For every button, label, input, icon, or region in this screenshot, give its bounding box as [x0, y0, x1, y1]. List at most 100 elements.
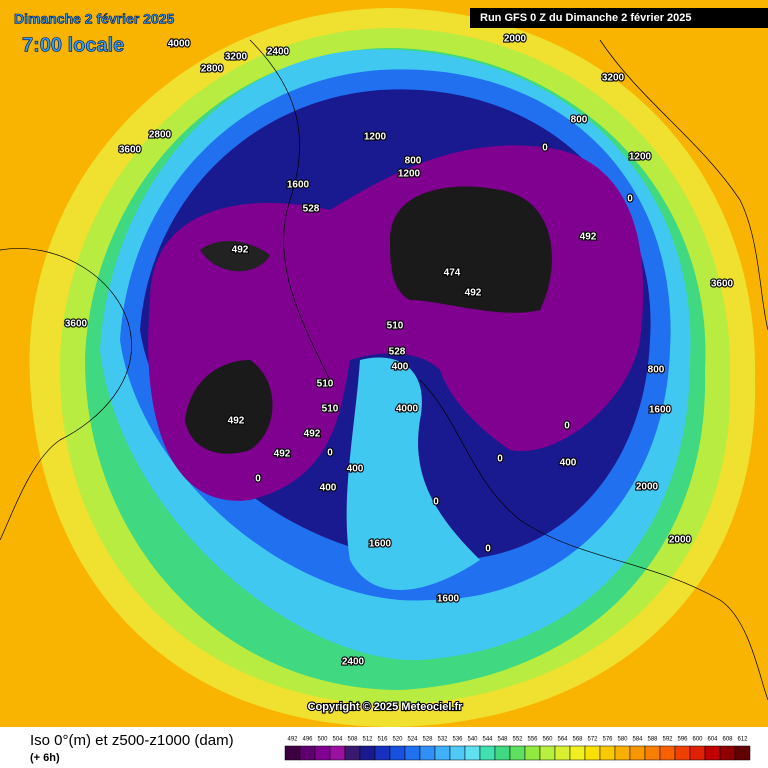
contour-label: 4000 [168, 39, 191, 50]
contour-label: 492 [232, 245, 249, 256]
scale-label: 544 [482, 737, 493, 743]
footer-step: (+ 6h) [30, 752, 60, 764]
scale-label: 504 [332, 737, 343, 743]
scale-swatch [284, 745, 301, 761]
contour-label: 1200 [364, 132, 387, 143]
contour-labels: 474 492 492 492 492 492 492 510 510 510 528 528 0 0 0 0… [64, 33, 735, 669]
scale-swatch [704, 745, 721, 761]
scale-label: 552 [512, 737, 523, 743]
scale-swatch [299, 745, 316, 761]
contour-label: 3200 [602, 73, 625, 84]
scale-label: 508 [347, 737, 358, 743]
scale-label: 512 [362, 737, 373, 743]
contour-label: 0 [497, 454, 503, 465]
scale-swatch [554, 745, 571, 761]
contour-label: 492 [274, 449, 291, 460]
scale-label: 524 [407, 737, 418, 743]
scale-swatch [389, 745, 406, 761]
contour-label: 2800 [149, 130, 172, 141]
contour-label: 3200 [225, 52, 248, 63]
scale-swatch [404, 745, 421, 761]
scale-swatch [719, 745, 736, 761]
run-box [470, 8, 768, 28]
time: 7:00 locale [22, 34, 124, 56]
scale-swatch [434, 745, 451, 761]
scale-label: 532 [437, 737, 448, 743]
contour-label: 3600 [711, 279, 734, 290]
scale-swatch [464, 745, 481, 761]
scale-label: 580 [617, 737, 628, 743]
contour-label: 510 [317, 379, 334, 390]
contour-label: 0 [485, 544, 491, 555]
contour-label: 400 [560, 458, 577, 469]
scale-label: 604 [707, 737, 718, 743]
footer-title: Iso 0°(m) et z500-z1000 (dam) [30, 732, 234, 749]
scale-swatch [584, 745, 601, 761]
scale-swatch [524, 745, 541, 761]
scale-swatch [419, 745, 436, 761]
scale-label: 568 [572, 737, 583, 743]
contour-label: 2800 [201, 64, 224, 75]
contour-label: 400 [392, 362, 409, 373]
scale-swatch [314, 745, 331, 761]
scale-swatch [374, 745, 391, 761]
color-scale: 492 496 500 504 508 512 516 520 524 528 532 536 540 5… [284, 737, 751, 761]
contour-label: 492 [228, 416, 245, 427]
scale-label: 520 [392, 737, 403, 743]
run: Run GFS 0 Z du Dimanche 2 février 2025 [480, 12, 692, 24]
scale-swatch [734, 745, 751, 761]
scale-label: 536 [452, 737, 463, 743]
scale-swatch [644, 745, 661, 761]
scale-label: 608 [722, 737, 733, 743]
title: Dimanche 2 février 2025 [14, 11, 175, 27]
scale-swatch [569, 745, 586, 761]
contour-label: 1600 [369, 539, 392, 550]
scale-label: 556 [527, 737, 538, 743]
contour-label: 0 [327, 448, 333, 459]
contour-label: 800 [405, 156, 422, 167]
scale-label: 560 [542, 737, 553, 743]
scale-swatch [494, 745, 511, 761]
scale-label: 612 [737, 737, 748, 743]
contour-label: 800 [648, 365, 665, 376]
contour-label: 400 [320, 483, 337, 494]
contour-label: 492 [580, 232, 597, 243]
contour-label: 510 [322, 404, 339, 415]
scale-swatch [344, 745, 361, 761]
contour-label: 0 [433, 497, 439, 508]
contour-label: 800 [571, 115, 588, 126]
scale-label: 528 [422, 737, 433, 743]
contour-label: 492 [304, 429, 321, 440]
scale-label: 592 [662, 737, 673, 743]
scale-label: 584 [632, 737, 643, 743]
scale-label: 500 [317, 737, 328, 743]
contour-label: 0 [627, 194, 633, 205]
contour-label: 4000 [396, 404, 419, 415]
scale-label: 564 [557, 737, 568, 743]
contour-label: 1600 [649, 405, 672, 416]
scale-label: 600 [692, 737, 703, 743]
contour-label: 3600 [65, 319, 88, 330]
contour-label: 528 [389, 347, 406, 358]
contour-label: 2400 [267, 47, 290, 58]
scale-swatch [509, 745, 526, 761]
contour-label: 2000 [669, 535, 692, 546]
contour-label: 2000 [636, 482, 659, 493]
scale-label: 572 [587, 737, 598, 743]
scale-swatch [539, 745, 556, 761]
contour-label: 1600 [437, 594, 460, 605]
contour-label: 0 [564, 421, 570, 432]
contour-label: 2000 [504, 34, 527, 45]
scale-swatch [449, 745, 466, 761]
contour-label: 400 [347, 464, 364, 475]
contour-label: 528 [303, 204, 320, 215]
contour-label: 0 [542, 143, 548, 154]
scale-label: 540 [467, 737, 478, 743]
scale-label: 496 [302, 737, 313, 743]
contour-label: 0 [255, 474, 261, 485]
map [29, 8, 756, 727]
scale-label: 576 [602, 737, 613, 743]
scale-label: 548 [497, 737, 508, 743]
scale-swatch [629, 745, 646, 761]
